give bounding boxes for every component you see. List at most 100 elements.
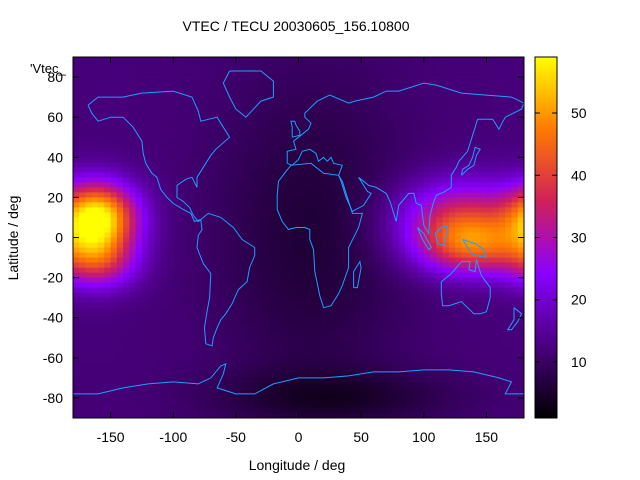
heatmap-cell bbox=[367, 112, 375, 118]
heatmap-cell bbox=[273, 257, 281, 263]
heatmap-cell bbox=[498, 127, 506, 133]
heatmap-cell bbox=[260, 232, 268, 238]
heatmap-cell bbox=[461, 182, 469, 188]
heatmap-cell bbox=[461, 392, 469, 399]
heatmap-cell bbox=[98, 72, 105, 78]
heatmap-cell bbox=[411, 242, 418, 248]
heatmap-cell bbox=[248, 337, 256, 344]
heatmap-cell bbox=[498, 357, 506, 364]
heatmap-cell bbox=[354, 182, 362, 188]
heatmap-cell bbox=[98, 322, 105, 329]
heatmap-cell bbox=[179, 192, 187, 198]
heatmap-cell bbox=[135, 277, 143, 284]
heatmap-cell bbox=[361, 157, 368, 163]
heatmap-cell bbox=[361, 152, 368, 158]
heatmap-cell bbox=[73, 77, 80, 83]
heatmap-cell bbox=[386, 102, 393, 108]
heatmap-cell bbox=[129, 372, 137, 379]
heatmap-cell bbox=[110, 407, 118, 414]
heatmap-cell bbox=[135, 302, 143, 309]
heatmap-cell bbox=[354, 397, 362, 404]
heatmap-cell bbox=[185, 307, 193, 314]
heatmap-cell bbox=[210, 202, 218, 208]
heatmap-cell bbox=[273, 157, 281, 163]
heatmap-cell bbox=[392, 322, 400, 329]
heatmap-cell bbox=[198, 312, 205, 319]
heatmap-cell bbox=[160, 107, 168, 113]
heatmap-cell bbox=[417, 312, 425, 319]
heatmap-cell bbox=[141, 182, 149, 188]
heatmap-cell bbox=[317, 362, 324, 369]
heatmap-cell bbox=[242, 327, 249, 334]
heatmap-cell bbox=[98, 252, 105, 258]
heatmap-cell bbox=[123, 282, 130, 289]
heatmap-cell bbox=[98, 402, 105, 409]
heatmap-cell bbox=[273, 342, 281, 349]
heatmap-cell bbox=[98, 372, 105, 379]
heatmap-cell bbox=[354, 342, 362, 349]
heatmap-cell bbox=[398, 187, 406, 193]
heatmap-cell bbox=[192, 217, 199, 223]
heatmap-cell bbox=[423, 307, 431, 314]
heatmap-cell bbox=[436, 377, 443, 384]
heatmap-cell bbox=[329, 327, 337, 334]
heatmap-cell bbox=[467, 337, 475, 344]
heatmap-cell bbox=[473, 142, 481, 148]
heatmap-cell bbox=[304, 77, 312, 83]
heatmap-cell bbox=[342, 332, 350, 339]
heatmap-cell bbox=[498, 82, 506, 88]
heatmap-cell bbox=[217, 202, 224, 208]
heatmap-cell bbox=[373, 82, 381, 88]
heatmap-cell bbox=[423, 87, 431, 93]
heatmap-cell bbox=[323, 217, 331, 223]
chart-title: VTEC / TECU 20030605_156.10800 bbox=[182, 18, 409, 34]
heatmap-cell bbox=[480, 67, 487, 73]
heatmap-cell bbox=[398, 222, 406, 228]
heatmap-cell bbox=[348, 397, 356, 404]
heatmap-cell bbox=[279, 157, 287, 163]
heatmap-cell bbox=[98, 197, 105, 203]
heatmap-cell bbox=[223, 407, 230, 414]
heatmap-cell bbox=[210, 102, 218, 108]
heatmap-cell bbox=[148, 97, 155, 103]
heatmap-cell bbox=[166, 167, 174, 173]
heatmap-cell bbox=[354, 57, 362, 63]
heatmap-cell bbox=[373, 312, 381, 319]
heatmap-cell bbox=[129, 247, 137, 253]
heatmap-cell bbox=[317, 397, 324, 404]
heatmap-cell bbox=[267, 402, 274, 409]
heatmap-cell bbox=[417, 377, 425, 384]
heatmap-cell bbox=[129, 217, 137, 223]
heatmap-cell bbox=[210, 397, 218, 404]
heatmap-cell bbox=[292, 197, 299, 203]
heatmap-cell bbox=[279, 142, 287, 148]
heatmap-cell bbox=[198, 137, 205, 143]
heatmap-cell bbox=[185, 137, 193, 143]
heatmap-cell bbox=[417, 402, 425, 409]
heatmap-cell bbox=[135, 252, 143, 258]
heatmap-cell bbox=[85, 232, 93, 238]
heatmap-cell bbox=[260, 392, 268, 399]
heatmap-cell bbox=[285, 217, 293, 223]
heatmap-cell bbox=[148, 157, 155, 163]
heatmap-cell bbox=[480, 242, 487, 248]
heatmap-cell bbox=[379, 342, 387, 349]
heatmap-cell bbox=[373, 102, 381, 108]
heatmap-cell bbox=[154, 312, 162, 319]
heatmap-cell bbox=[148, 327, 155, 334]
heatmap-cell bbox=[430, 362, 437, 369]
heatmap-cell bbox=[317, 207, 324, 213]
heatmap-cell bbox=[379, 112, 387, 118]
heatmap-cell bbox=[198, 347, 205, 354]
heatmap-cell bbox=[141, 107, 149, 113]
heatmap-cell bbox=[148, 397, 155, 404]
heatmap-cell bbox=[298, 342, 306, 349]
heatmap-cell bbox=[336, 247, 343, 253]
heatmap-cell bbox=[279, 102, 287, 108]
heatmap-cell bbox=[423, 97, 431, 103]
heatmap-cell bbox=[279, 362, 287, 369]
heatmap-cell bbox=[298, 237, 306, 243]
heatmap-cell bbox=[386, 167, 393, 173]
heatmap-cell bbox=[461, 337, 469, 344]
heatmap-cell bbox=[185, 272, 193, 279]
